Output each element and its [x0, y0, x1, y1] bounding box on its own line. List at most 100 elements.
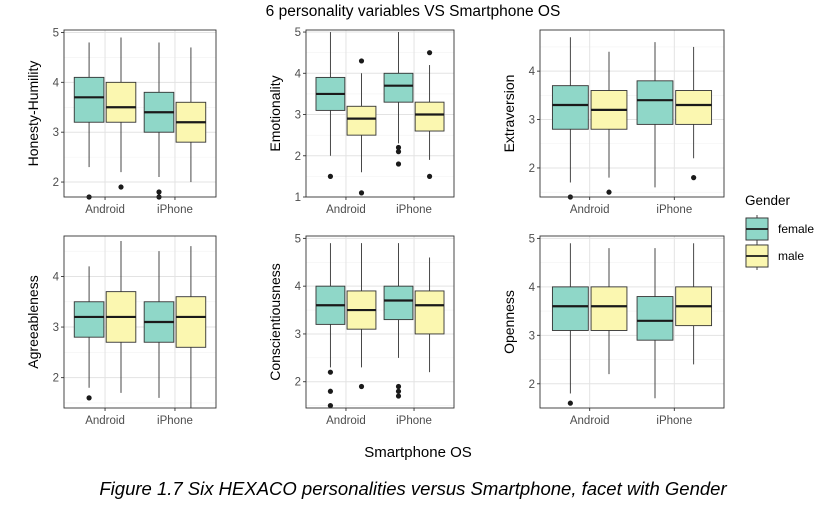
- y-tick-label: 3: [53, 127, 59, 139]
- box-android-female: [551, 243, 589, 406]
- box-iqr: [414, 101, 445, 132]
- box-iphone-female: [143, 251, 175, 398]
- box-iqr: [636, 296, 674, 341]
- box-iphone-male: [675, 46, 713, 181]
- y-axis-title: Agreeableness: [25, 275, 41, 368]
- outlier-point: [426, 173, 433, 179]
- x-tick-label: iPhone: [396, 204, 432, 216]
- outlier-point: [327, 173, 334, 179]
- y-tick-label: 4: [53, 77, 60, 89]
- panel-border: [63, 29, 217, 198]
- outlier-point: [567, 400, 573, 406]
- y-tick-label: 4: [295, 281, 302, 293]
- box-iqr: [105, 81, 137, 123]
- box-iqr: [636, 80, 674, 125]
- box-android-male: [105, 37, 137, 190]
- outlier-point: [691, 175, 697, 181]
- outlier-point: [395, 144, 402, 151]
- x-axis-title: Smartphone OS: [364, 444, 472, 461]
- y-tick-label: 5: [295, 27, 301, 39]
- outlier-point: [606, 189, 612, 195]
- box-iqr: [551, 286, 589, 331]
- y-tick-label: 3: [295, 329, 301, 341]
- y-tick-label: 4: [529, 282, 536, 294]
- outlier-point: [395, 388, 402, 394]
- y-axis-title: Honesty-Humility: [25, 61, 41, 167]
- box-iqr: [383, 72, 414, 103]
- outlier-point: [395, 149, 402, 155]
- box-android-female: [73, 266, 105, 401]
- box-iqr: [551, 85, 589, 130]
- y-axis-title: Conscientiousness: [267, 263, 283, 381]
- box-android-female: [73, 42, 105, 200]
- outlier-point: [118, 184, 124, 190]
- y-tick-label: 1: [295, 192, 301, 204]
- x-tick-label: Android: [570, 204, 610, 216]
- outlier-point: [395, 393, 402, 399]
- outlier-point: [358, 58, 365, 64]
- panel-border: [63, 235, 217, 409]
- box-iphone-male: [175, 246, 207, 408]
- panel-conscientiousness: 2 3 4 5 Android iPhone Conscientiousness: [267, 233, 455, 427]
- y-tick-label: 2: [295, 151, 301, 163]
- box-iqr: [414, 290, 445, 335]
- box-iqr: [383, 285, 414, 321]
- box-iphone-male: [675, 243, 713, 365]
- y-tick-label: 5: [53, 27, 59, 39]
- box-iphone-female: [383, 32, 414, 167]
- y-tick-label: 2: [53, 373, 59, 385]
- outlier-point: [156, 189, 162, 195]
- outlier-point: [327, 403, 334, 409]
- panel-border: [539, 235, 725, 409]
- legend-label: female: [778, 222, 814, 236]
- x-tick-label: iPhone: [656, 415, 692, 427]
- box-iphone-female: [636, 42, 674, 188]
- x-tick-label: iPhone: [396, 415, 432, 427]
- outlier-point: [86, 395, 92, 401]
- legend-title: Gender: [745, 193, 791, 208]
- x-tick-label: iPhone: [656, 204, 692, 216]
- panel-honesty-humility: 2 3 4 5 Android iPhone Honesty-Humility: [25, 27, 217, 216]
- box-iqr: [175, 296, 207, 348]
- box-android-male: [346, 243, 377, 390]
- panel-extraversion: 2 3 4 Android iPhone Extraversion: [501, 29, 725, 216]
- box-iqr: [590, 286, 628, 331]
- box-android-female: [551, 37, 589, 200]
- outlier-point: [426, 50, 433, 56]
- box-iphone-male: [175, 47, 207, 183]
- outlier-point: [395, 383, 402, 390]
- chart-title: 6 personality variables VS Smartphone OS: [266, 3, 561, 20]
- outlier-point: [395, 161, 402, 167]
- box-android-male: [590, 51, 628, 195]
- y-tick-label: 5: [295, 233, 301, 245]
- box-iphone-female: [636, 248, 674, 399]
- y-axis-title: Openness: [501, 290, 517, 354]
- panel-openness: 2 3 4 5 Android iPhone Openness: [501, 233, 725, 427]
- box-android-female: [315, 243, 346, 409]
- y-tick-label: 2: [529, 379, 535, 391]
- outlier-point: [327, 369, 334, 375]
- x-tick-label: iPhone: [157, 204, 193, 216]
- legend-item-female: female: [745, 215, 814, 243]
- y-axis-title: Extraversion: [501, 75, 517, 153]
- panel-border: [539, 29, 725, 198]
- box-iphone-female: [383, 243, 414, 399]
- outlier-point: [358, 383, 365, 390]
- box-android-male: [346, 58, 377, 196]
- boxplot-chart: 6 personality variables VS Smartphone OS…: [25, 3, 814, 461]
- y-tick-label: 3: [529, 330, 535, 342]
- y-tick-label: 4: [53, 271, 60, 283]
- y-tick-label: 4: [295, 68, 302, 80]
- box-android-female: [315, 32, 346, 179]
- box-android-male: [590, 248, 628, 375]
- x-tick-label: iPhone: [157, 415, 193, 427]
- figure-caption: Figure 1.7 Six HEXACO personalities vers…: [99, 478, 727, 499]
- y-tick-label: 5: [529, 233, 535, 245]
- y-tick-label: 3: [53, 322, 59, 334]
- outlier-point: [358, 190, 365, 196]
- panel-border: [305, 29, 455, 198]
- x-tick-label: Android: [326, 204, 366, 216]
- box-iphone-female: [143, 42, 175, 200]
- legend: Gender female male: [745, 193, 814, 270]
